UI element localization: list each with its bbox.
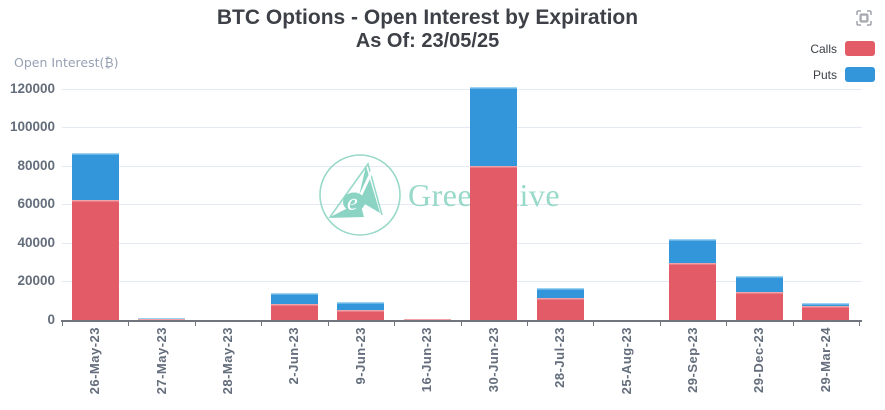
x-axis-category-label: 30-Jun-23 [485,327,501,393]
x-axis-tick [394,321,396,326]
y-axis-tick-label: 100000 [9,119,55,135]
bar-calls-29-Dec-23[interactable] [735,291,783,320]
x-axis-tick [859,321,860,326]
bar-calls-27-May-23[interactable] [138,319,186,320]
x-axis-category-label: 25-Aug-23 [618,327,634,395]
bar-puts-26-May-23[interactable] [71,153,119,201]
x-axis-category-label: 16-Jun-23 [419,327,435,393]
y-axis-tick-label: 0 [47,312,55,327]
x-axis-tick [128,321,130,326]
x-axis-category-label: 9-Jun-23 [352,327,368,385]
y-axis-name: Open Interest(₿) [14,55,119,70]
gridline [62,204,862,206]
svg-text:e: e [347,190,358,216]
x-axis-category-label: 28-Jul-23 [552,327,568,388]
calls-swatch [845,41,875,56]
gridline [62,165,862,167]
x-axis-tick [659,321,661,326]
x-axis-category-label: 26-May-23 [87,327,103,395]
bar-puts-30-Jun-23[interactable] [470,87,518,167]
bar-puts-29-Mar-24[interactable] [802,302,850,306]
x-axis-tick [593,321,595,326]
x-axis-tick [261,321,263,326]
bar-puts-29-Dec-23[interactable] [735,276,783,292]
bar-calls-2-Jun-23[interactable] [270,303,318,320]
y-axis-tick-label: 80000 [17,157,55,173]
bar-calls-16-Jun-23[interactable] [403,319,451,320]
legend-label-calls: Calls [810,41,837,56]
y-axis-tick-label: 60000 [17,196,55,212]
x-axis-category-label: 28-May-23 [220,327,236,395]
legend-item-puts[interactable]: Puts [813,67,875,82]
y-axis-tick-label: 120000 [9,80,55,96]
legend: Calls Puts [810,41,875,82]
bar-puts-29-Sep-23[interactable] [669,239,717,264]
chart-title: BTC Options - Open Interest by Expiratio… [216,6,639,29]
x-axis-tick [327,321,329,326]
bar-calls-9-Jun-23[interactable] [337,309,385,320]
bar-calls-30-Jun-23[interactable] [470,166,518,320]
x-axis-category-label: 29-Mar-24 [817,327,833,393]
gridline [62,281,862,283]
x-axis-tick [194,321,196,326]
bar-calls-26-May-23[interactable] [71,200,119,320]
x-axis-tick [526,321,528,326]
bar-puts-2-Jun-23[interactable] [270,293,318,304]
save-as-image-icon[interactable] [854,8,874,28]
bar-puts-9-Jun-23[interactable] [337,302,385,310]
puts-swatch [845,67,875,82]
x-axis-tick [62,321,63,326]
x-axis-tick [726,321,728,326]
x-axis-category-label: 27-May-23 [153,327,169,395]
x-axis-category-label: 29-Sep-23 [684,327,700,393]
x-axis-tick [460,321,462,326]
bar-calls-28-Jul-23[interactable] [536,297,584,320]
gridline [62,88,862,90]
bar-puts-28-Jul-23[interactable] [536,288,584,298]
gridline [62,242,862,244]
bar-calls-29-Mar-24[interactable] [802,305,850,320]
chart-subtitle: As Of: 23/05/25 [355,30,500,52]
y-axis-tick-label: 20000 [17,273,55,289]
bar-calls-29-Sep-23[interactable] [669,263,717,320]
gridline [62,127,862,129]
legend-label-puts: Puts [812,67,837,82]
x-axis-category-label: 2-Jun-23 [286,327,302,385]
legend-item-calls[interactable]: Calls [810,41,875,56]
bar-puts-27-May-23[interactable] [138,318,186,320]
x-axis-tick [792,321,794,326]
x-axis-category-label: 29-Dec-23 [751,327,767,393]
x-axis-line [61,320,862,322]
y-axis-tick-label: 40000 [17,234,55,250]
